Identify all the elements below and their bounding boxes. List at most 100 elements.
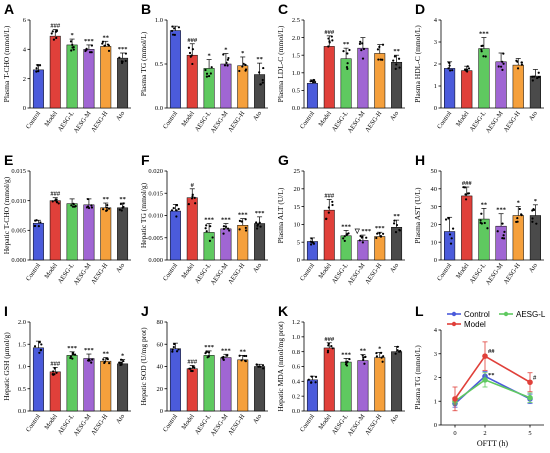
data-point	[499, 65, 503, 68]
y-tick-label: 0.4	[292, 379, 301, 386]
series-line-control	[454, 375, 531, 405]
data-point	[380, 356, 383, 359]
bar-model	[323, 209, 335, 261]
bar-ato	[117, 363, 129, 412]
significance-label: *	[70, 32, 73, 39]
data-point	[102, 208, 105, 211]
y-tick-label: 2.0	[292, 35, 300, 42]
y-axis-label: Plasma ALT (U/L)	[276, 187, 285, 243]
y-tick-label: 0.6	[292, 364, 301, 371]
data-point	[262, 367, 265, 370]
data-point	[379, 234, 382, 238]
data-point	[516, 216, 519, 220]
data-point	[358, 239, 362, 242]
data-point	[501, 222, 504, 225]
data-point	[72, 48, 75, 51]
data-point	[502, 62, 505, 65]
data-point	[209, 72, 212, 75]
chart-d-svg: Plasma HDL-C (mmol/L) 0 1 2 3 4 Control Model **…	[413, 17, 544, 135]
category-label: AESG-H	[90, 262, 110, 286]
y-axis-label: Hepatic MDA (nmol/mg prot)	[276, 321, 285, 412]
data-point	[222, 53, 225, 56]
category-label: Model	[43, 110, 59, 128]
bar-control	[32, 222, 44, 261]
data-point	[501, 237, 504, 240]
significance-label: **	[360, 348, 367, 355]
category-label: Control	[25, 262, 42, 282]
legend-marker	[451, 321, 457, 327]
bar-model	[186, 368, 198, 412]
data-point	[175, 209, 178, 212]
category-label: AESG-H	[227, 110, 247, 134]
data-point	[73, 205, 76, 208]
data-point	[381, 43, 385, 46]
data-point	[55, 371, 58, 374]
panel-label: G	[278, 152, 289, 168]
data-point	[392, 222, 396, 225]
y-tick-label: 40	[431, 186, 438, 193]
data-point	[225, 61, 228, 64]
bar-model	[461, 70, 473, 109]
bar-aesg-l	[478, 218, 490, 261]
data-point	[501, 60, 504, 63]
data-point	[122, 359, 125, 363]
panel-label: E	[4, 152, 14, 168]
category-label: Ato	[115, 413, 126, 425]
data-point	[348, 48, 351, 52]
data-point	[210, 66, 213, 69]
legend-label: Control	[464, 310, 490, 319]
chart-i-svg: Hepatic GSH (μmol/g) 0.0 0.5 1.0 1.5 2.0 Contr…	[2, 319, 131, 438]
panel-j: J Hepatic SOD (U/mg prot) 0 20 40 60 80 Control…	[137, 302, 274, 453]
y-tick-label: 0.000	[148, 257, 163, 264]
data-point	[382, 355, 385, 358]
data-point	[209, 225, 212, 228]
bar-aesg-m	[83, 358, 95, 412]
category-label: Ato	[389, 110, 400, 122]
data-point	[190, 54, 193, 57]
data-point	[228, 229, 231, 232]
data-point	[240, 220, 243, 223]
category-label: Control	[162, 110, 179, 130]
y-tick-label: 1	[434, 398, 437, 405]
data-point	[226, 227, 230, 230]
legend-marker	[451, 311, 457, 317]
y-axis-label: Hepatic SOD (U/mg prot)	[139, 327, 148, 406]
y-tick-label: 0.0	[18, 408, 26, 415]
series-point	[452, 396, 458, 402]
significance-label: ###	[324, 336, 335, 343]
y-tick-label: 0.5	[292, 88, 300, 95]
data-point	[346, 67, 349, 70]
data-point	[106, 204, 109, 207]
bar-model	[323, 46, 335, 109]
significance-label: ***	[221, 217, 231, 224]
category-label: AESG-M	[347, 110, 367, 135]
data-point	[207, 351, 211, 354]
y-axis-label: Plasma HDL-C (mmol/L)	[413, 25, 422, 103]
data-point	[69, 40, 73, 43]
panel-label: I	[4, 303, 8, 319]
significance-label: **	[119, 196, 126, 203]
data-point	[107, 207, 111, 210]
bar-ato	[117, 207, 129, 261]
y-tick-label: 0.0	[155, 105, 163, 112]
y-tick-label: 1.2	[292, 319, 300, 326]
panel-h: H Plasma AST (U/L) 0 10 20 30 40 50 Control ### Mo…	[411, 151, 550, 302]
bar-aesg-m	[83, 49, 95, 109]
bar-aesg-m	[220, 228, 232, 261]
data-point	[226, 64, 229, 67]
y-tick-label: 3	[434, 351, 437, 358]
data-point	[362, 358, 365, 361]
category-label: Model	[455, 110, 471, 128]
data-point	[520, 214, 523, 217]
data-point	[310, 381, 313, 384]
data-point	[124, 59, 127, 63]
data-point	[364, 355, 367, 358]
data-point	[102, 358, 105, 361]
data-point	[531, 209, 534, 212]
y-axis-label: Plasma T-CHO (mmol/L)	[2, 25, 11, 102]
y-tick-label: 20	[157, 386, 164, 393]
data-point	[55, 30, 58, 33]
category-label: AESG-M	[210, 110, 230, 135]
data-point	[187, 46, 191, 49]
data-point	[71, 357, 74, 360]
